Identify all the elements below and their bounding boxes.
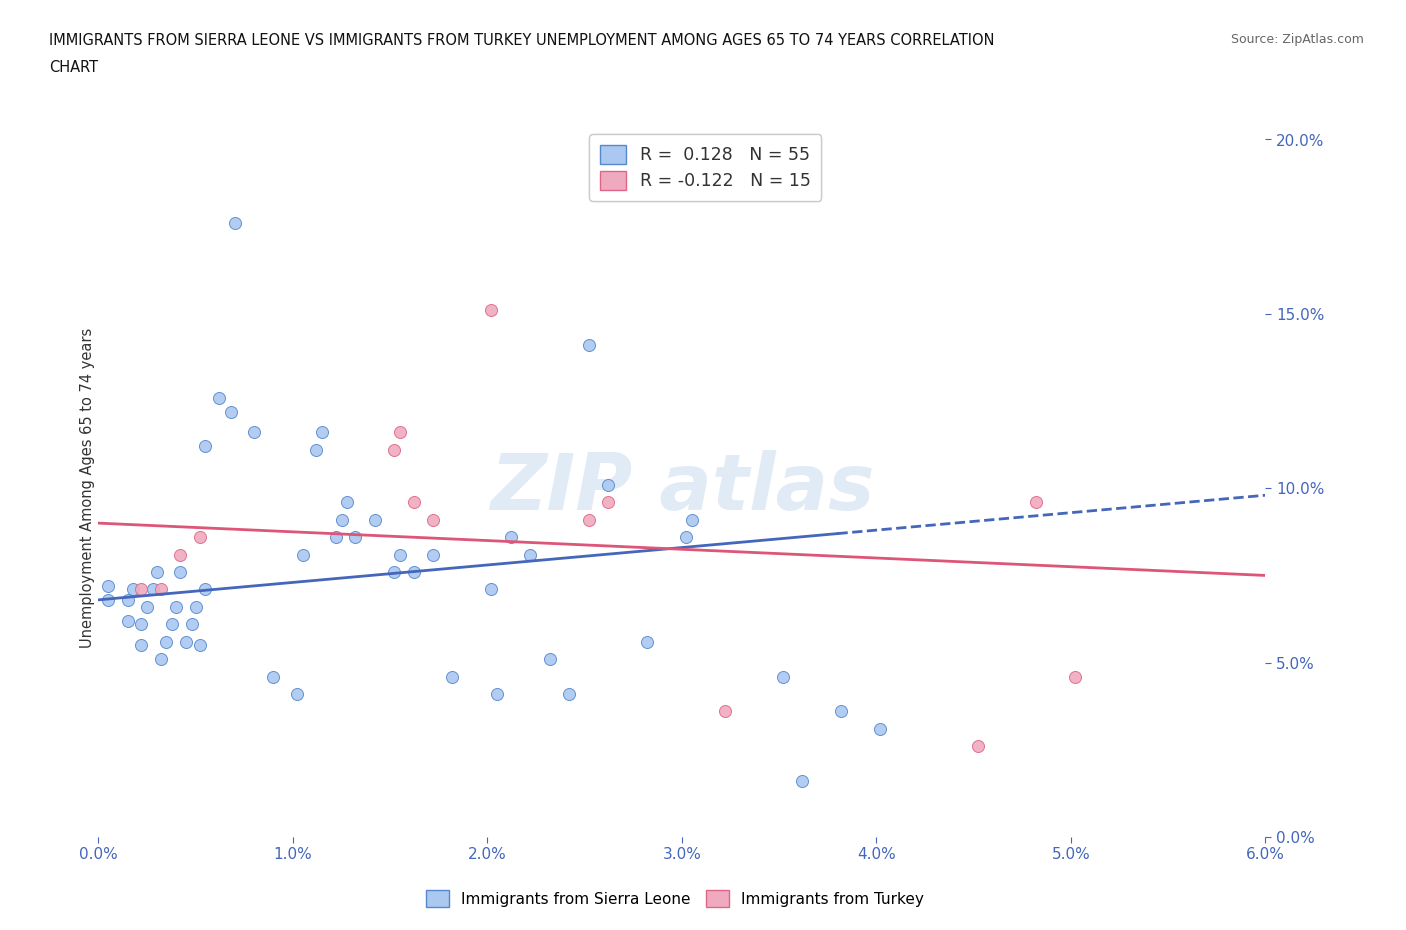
Point [1063, 670, 1085, 684]
Point [188, 638, 211, 653]
Point [869, 722, 891, 737]
Point [285, 686, 308, 701]
Y-axis label: Unemployment Among Ages 65 to 74 years: Unemployment Among Ages 65 to 74 years [80, 328, 94, 648]
Point [165, 600, 187, 615]
Point [441, 670, 464, 684]
Point [136, 600, 159, 615]
Point [519, 547, 541, 562]
Point [208, 391, 231, 405]
Point [388, 547, 411, 562]
Point [155, 634, 177, 649]
Point [184, 600, 207, 615]
Point [382, 443, 405, 458]
Point [499, 530, 522, 545]
Point [363, 512, 385, 527]
Point [311, 425, 333, 440]
Point [479, 582, 502, 597]
Point [422, 547, 444, 562]
Point [713, 704, 735, 719]
Point [596, 477, 619, 492]
Point [169, 565, 191, 579]
Point [180, 617, 202, 631]
Point [636, 634, 658, 649]
Point [675, 530, 697, 545]
Text: IMMIGRANTS FROM SIERRA LEONE VS IMMIGRANTS FROM TURKEY UNEMPLOYMENT AMONG AGES 6: IMMIGRANTS FROM SIERRA LEONE VS IMMIGRAN… [49, 33, 994, 47]
Point [291, 547, 314, 562]
Text: Source: ZipAtlas.com: Source: ZipAtlas.com [1230, 33, 1364, 46]
Text: ZIP atlas: ZIP atlas [489, 450, 875, 526]
Point [325, 530, 347, 545]
Point [538, 652, 561, 667]
Point [402, 565, 425, 579]
Point [97, 592, 120, 607]
Point [224, 216, 246, 231]
Point [129, 582, 152, 597]
Text: CHART: CHART [49, 60, 98, 75]
Point [422, 512, 444, 527]
Point [129, 638, 152, 653]
Point [402, 495, 425, 510]
Point [243, 425, 266, 440]
Point [966, 738, 988, 753]
Point [486, 686, 509, 701]
Point [162, 617, 184, 631]
Point [336, 495, 359, 510]
Point [830, 704, 852, 719]
Point [681, 512, 703, 527]
Point [305, 443, 328, 458]
Point [578, 512, 600, 527]
Point [129, 617, 152, 631]
Point [479, 303, 502, 318]
Point [388, 425, 411, 440]
Point [117, 592, 139, 607]
Legend: Immigrants from Sierra Leone, Immigrants from Turkey: Immigrants from Sierra Leone, Immigrants… [420, 884, 929, 913]
Point [169, 547, 191, 562]
Point [188, 530, 211, 545]
Point [558, 686, 581, 701]
Point [596, 495, 619, 510]
Point [330, 512, 353, 527]
Point [117, 614, 139, 629]
Point [1025, 495, 1047, 510]
Point [122, 582, 145, 597]
Point [149, 582, 172, 597]
Point [772, 670, 794, 684]
Point [194, 439, 217, 454]
Point [149, 652, 172, 667]
Point [262, 670, 284, 684]
Point [146, 565, 169, 579]
Point [219, 404, 242, 418]
Point [142, 582, 165, 597]
Point [578, 338, 600, 352]
Point [792, 774, 814, 789]
Point [174, 634, 197, 649]
Legend: R =  0.128   N = 55, R = -0.122   N = 15: R = 0.128 N = 55, R = -0.122 N = 15 [589, 134, 821, 201]
Point [194, 582, 217, 597]
Point [382, 565, 405, 579]
Point [344, 530, 367, 545]
Point [97, 578, 120, 593]
